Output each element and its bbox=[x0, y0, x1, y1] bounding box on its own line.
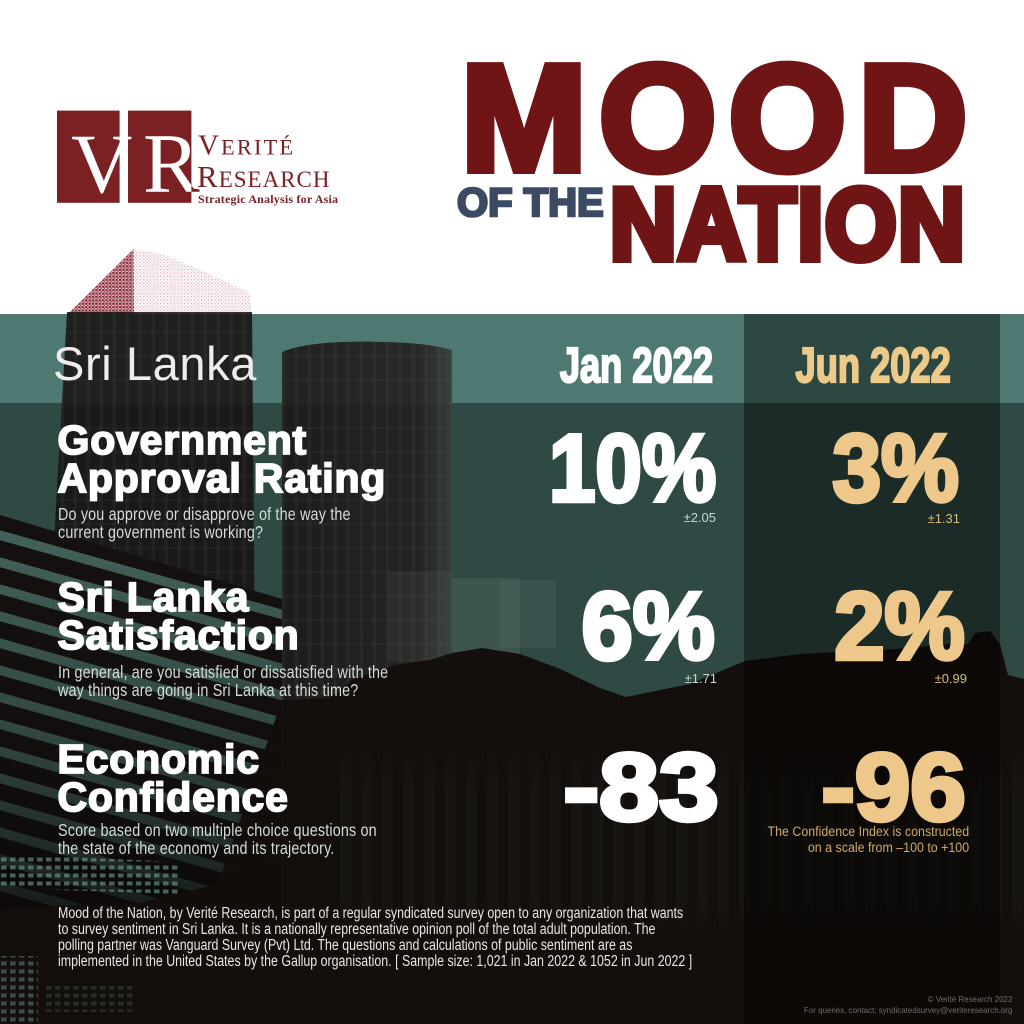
svg-text:VERITÉ: VERITÉ bbox=[198, 130, 295, 162]
svg-text:RESEARCH: RESEARCH bbox=[197, 159, 330, 194]
svg-text:Strategic Analysis for Asia: Strategic Analysis for Asia bbox=[198, 192, 338, 206]
svg-text:R: R bbox=[143, 117, 200, 211]
svg-text:V: V bbox=[71, 117, 132, 211]
svg-text:R: R bbox=[143, 117, 200, 211]
